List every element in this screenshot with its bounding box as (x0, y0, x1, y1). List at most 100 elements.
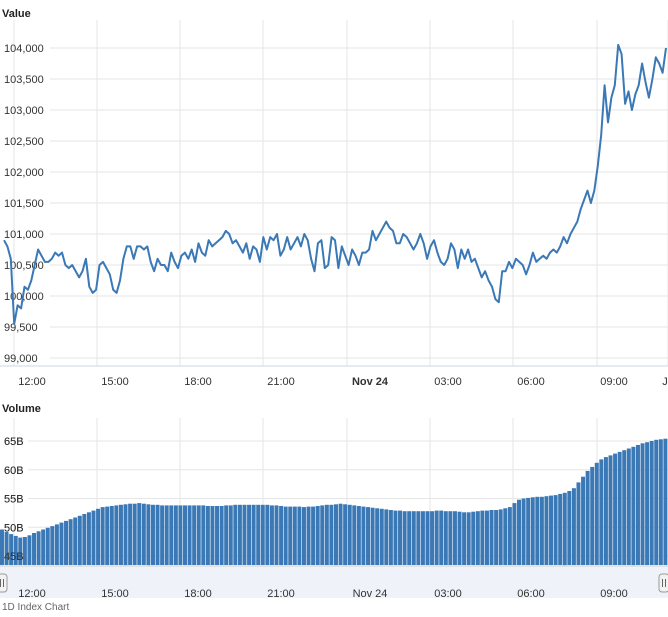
volume-bar (233, 504, 238, 565)
volume-bar (439, 510, 444, 565)
volume-bar (352, 505, 357, 565)
value-series-line (3, 43, 667, 325)
volume-bar (535, 496, 540, 565)
volume-bar (517, 499, 521, 565)
volume-bar (466, 512, 471, 565)
volume-bar (590, 466, 595, 565)
volume-bar (434, 510, 439, 565)
volume-bar (118, 504, 123, 565)
volume-bar (393, 510, 398, 565)
volume-bar (109, 506, 114, 565)
volume-bar (183, 505, 187, 565)
volume-bar (649, 441, 654, 565)
value-y-tick-label: 99,000 (4, 353, 38, 365)
volume-bar (640, 443, 645, 565)
navigator-right-handle[interactable] (658, 573, 668, 593)
volume-bar (366, 507, 371, 565)
navigator[interactable]: 12:00 15:00 18:00 21:00 Nov 24 03:00 06:00 09:0… (0, 565, 668, 600)
volume-bar (658, 439, 663, 565)
volume-bar (265, 504, 270, 565)
volume-bar (617, 451, 622, 565)
value-y-tick-label: 104,000 (4, 43, 44, 55)
volume-bar (13, 535, 18, 565)
volume-bar (50, 526, 55, 565)
volume-bar (292, 506, 297, 565)
volume-bar (347, 504, 352, 565)
volume-bar (205, 506, 210, 565)
volume-bar (430, 511, 435, 565)
volume-y-tick-label-overlay: 65B (4, 436, 24, 448)
volume-bar (105, 506, 110, 565)
volume-bar (402, 511, 407, 565)
volume-bar (388, 510, 393, 565)
volume-bar (581, 476, 586, 565)
volume-bar (100, 507, 105, 565)
volume-bar (196, 505, 201, 565)
volume-bar (576, 482, 581, 565)
volume-bar (663, 438, 668, 565)
volume-bar (45, 527, 50, 565)
volume-bar (311, 506, 316, 565)
volume-bar (91, 510, 96, 565)
volume-bar (562, 492, 567, 566)
navigator-x-tick-label: 06:00 (517, 588, 545, 600)
volume-bar (571, 488, 576, 565)
volume-bar (82, 514, 87, 565)
navigator-x-tick-label: 09:00 (600, 588, 628, 600)
volume-bar (306, 506, 311, 565)
volume-bar (553, 495, 558, 565)
volume-bar (274, 505, 279, 565)
volume-bar (68, 519, 73, 565)
value-y-tick-label: 103,000 (4, 105, 44, 117)
volume-bar (443, 511, 448, 565)
volume-bar (375, 508, 380, 565)
volume-bar (187, 505, 192, 565)
volume-bar (498, 509, 503, 565)
volume-bar (36, 531, 41, 565)
volume-bar (356, 506, 361, 565)
volume-bar (146, 504, 151, 566)
volume-bar (247, 504, 252, 565)
volume-bar (150, 504, 155, 565)
volume-bar (407, 511, 412, 565)
volume-bar (114, 505, 119, 565)
volume-bar (567, 491, 572, 565)
volume-bar (237, 504, 242, 565)
volume-bar (420, 511, 425, 565)
volume-bar (329, 504, 334, 565)
navigator-right-handle-grip (658, 573, 668, 593)
volume-bar (343, 504, 348, 566)
value-x-tick-label: 21:00 (267, 376, 295, 388)
volume-bar (59, 522, 64, 565)
navigator-mask (0, 566, 668, 598)
volume-bar (178, 505, 183, 565)
value-x-tick-label: 18:00 (184, 376, 212, 388)
volume-bar (521, 498, 526, 565)
navigator-left-handle[interactable] (0, 573, 8, 593)
volume-bar (297, 506, 302, 565)
volume-bar (544, 496, 549, 565)
volume-bar (475, 511, 480, 565)
volume-bar (324, 504, 329, 565)
volume-bar (192, 505, 197, 565)
volume-y-tick-label: 55B (4, 494, 24, 506)
volume-bar (494, 510, 499, 565)
volume-bar (585, 470, 590, 565)
volume-y-tick-label: 65B (4, 436, 24, 448)
volume-bar (654, 439, 659, 565)
volume-bar (599, 459, 604, 565)
navigator-x-tick-label: 12:00 (18, 588, 46, 600)
navigator-x-tick-label: 21:00 (267, 588, 295, 600)
volume-bar (260, 504, 265, 565)
volume-bar (96, 508, 101, 565)
volume-bar (54, 524, 59, 565)
volume-bar (503, 508, 508, 565)
volume-bar (507, 507, 512, 565)
volume-bar (635, 445, 640, 565)
value-x-tick-label: 12:00 (18, 376, 46, 388)
volume-bar (86, 512, 91, 565)
value-y-tick-label: 102,000 (4, 167, 44, 179)
volume-bar (603, 457, 608, 565)
volume-bar (480, 510, 485, 565)
